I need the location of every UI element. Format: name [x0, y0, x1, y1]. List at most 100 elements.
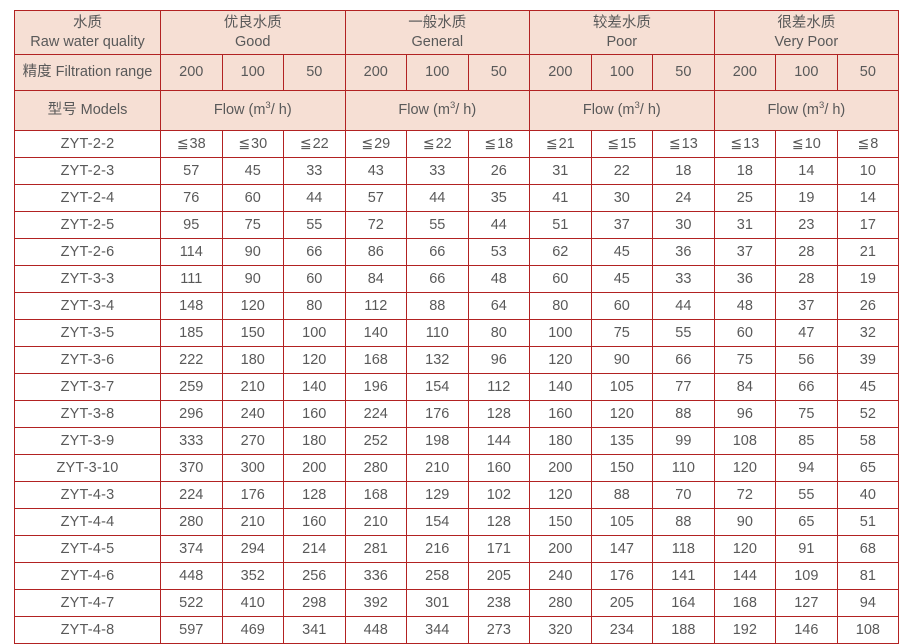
- model-cell: ZYT-4-7: [14, 589, 161, 617]
- flow-value-cell: 51: [529, 211, 592, 239]
- header-cell-flow-good: Flow (m3/ h): [160, 90, 346, 131]
- flow-value-cell: 19: [775, 184, 838, 212]
- flow-value-cell: 88: [652, 508, 715, 536]
- flow-value-cell: 160: [467, 454, 531, 482]
- flow-value-cell: 64: [467, 292, 531, 320]
- flow-value-cell: 522: [160, 589, 223, 617]
- flow-value-cell: 448: [160, 562, 223, 590]
- flow-value-cell: ≦22: [406, 130, 469, 158]
- flow-value-cell: 180: [221, 346, 284, 374]
- models-label-cn: 型号: [47, 102, 77, 119]
- table-row: ZYT-2-6 114 90 66 86 66 53 62 45 36 37 28 21: [14, 238, 900, 266]
- flow-value-cell: ≦8: [836, 130, 900, 158]
- flow-value-cell: 37: [713, 238, 777, 266]
- flow-value-cell: 128: [283, 481, 346, 509]
- flow-value-cell: 66: [652, 346, 715, 374]
- flow-value-cell: 234: [590, 616, 654, 644]
- flow-value-cell: 132: [406, 346, 469, 374]
- flow-value-cell: 33: [652, 265, 715, 293]
- header-cell-quality-very-poor: 很差水质 Very Poor: [713, 10, 900, 55]
- flow-value-cell: 88: [652, 400, 715, 428]
- less-than-equal-icon: ≦: [730, 135, 743, 152]
- flow-value-cell: 58: [836, 427, 900, 455]
- flow-value-cell: 200: [529, 454, 592, 482]
- header-cell-models: 型号 Models: [14, 90, 161, 131]
- flow-value-cell: 112: [467, 373, 531, 401]
- flow-value-cell: 333: [160, 427, 223, 455]
- flow-value-cell: 111: [160, 265, 223, 293]
- quality-poor-label-en: Poor: [606, 33, 638, 50]
- flow-value-cell: 60: [221, 184, 284, 212]
- flow-value-cell: 185: [160, 319, 223, 347]
- flow-value-cell: 240: [529, 562, 592, 590]
- flow-value-cell: 154: [406, 508, 469, 536]
- flow-value-cell: 294: [221, 535, 284, 563]
- flow-value-cell: ≦18: [467, 130, 531, 158]
- flow-value-cell: 35: [467, 184, 531, 212]
- flow-value-cell: 90: [713, 508, 777, 536]
- flow-value-cell: 410: [221, 589, 284, 617]
- table-row: ZYT-3-3 111 90 60 84 66 48 60 45 33 36 28 19: [14, 265, 900, 293]
- flow-value-cell: 320: [529, 616, 592, 644]
- model-cell: ZYT-2-5: [14, 211, 161, 239]
- flow-value-cell: 140: [529, 373, 592, 401]
- flow-value-cell: 597: [160, 616, 223, 644]
- model-cell: ZYT-2-3: [14, 157, 161, 185]
- header-cell-filtration-range: 精度 Filtration range: [14, 54, 161, 91]
- model-cell: ZYT-4-4: [14, 508, 161, 536]
- flow-value-cell: 336: [344, 562, 408, 590]
- table-row: ZYT-3-7 259 210 140 196 154 112 140 105 77 84 66 45: [14, 373, 900, 401]
- flow-value-cell: 55: [283, 211, 346, 239]
- flow-value-cell: 53: [467, 238, 531, 266]
- filtration-range-value: 100: [221, 54, 284, 91]
- flow-value-cell: 60: [283, 265, 346, 293]
- flow-value-cell: 39: [836, 346, 900, 374]
- flow-value-cell: 160: [283, 400, 346, 428]
- flow-value-cell: 84: [713, 373, 777, 401]
- less-than-equal-icon: ≦: [791, 135, 804, 152]
- flow-value-cell: 147: [590, 535, 654, 563]
- model-cell: ZYT-3-10: [14, 454, 161, 482]
- table-row: ZYT-2-2 ≦38 ≦30 ≦22 ≦29 ≦22 ≦18 ≦21 ≦15 ≦13 ≦13 ≦10…: [14, 130, 900, 158]
- flow-value-cell: 148: [160, 292, 223, 320]
- less-than-equal-icon: ≦: [361, 135, 374, 152]
- flow-value-cell: 45: [221, 157, 284, 185]
- less-than-equal-icon: ≦: [176, 135, 189, 152]
- flow-value-cell: ≦21: [529, 130, 592, 158]
- flow-value-cell: 144: [467, 427, 531, 455]
- flow-value-cell: 298: [283, 589, 346, 617]
- flow-value-cell: 56: [775, 346, 838, 374]
- flow-value-cell: 60: [590, 292, 654, 320]
- model-cell: ZYT-3-9: [14, 427, 161, 455]
- flow-value-cell: 448: [344, 616, 408, 644]
- flow-value-cell: 102: [467, 481, 531, 509]
- flow-value-cell: 224: [344, 400, 408, 428]
- flow-value-cell: 66: [406, 265, 469, 293]
- flow-value-cell: 120: [713, 535, 777, 563]
- filtration-range-value: 100: [590, 54, 654, 91]
- header-cell-quality-general: 一般水质 General: [344, 10, 531, 55]
- flow-value-cell: 85: [775, 427, 838, 455]
- table-row: ZYT-3-4 148 120 80 112 88 64 80 60 44 48 37 26: [14, 292, 900, 320]
- flow-value-cell: 96: [713, 400, 777, 428]
- flow-value-cell: 77: [652, 373, 715, 401]
- flow-value-cell: 341: [283, 616, 346, 644]
- flow-value-cell: 210: [406, 454, 469, 482]
- filtration-range-value: 50: [467, 54, 531, 91]
- flow-value-cell: 196: [344, 373, 408, 401]
- flow-value-cell: 45: [590, 238, 654, 266]
- flow-value-cell: 32: [836, 319, 900, 347]
- filtration-range-value: 100: [406, 54, 469, 91]
- header-cell-flow-poor: Flow (m3/ h): [529, 90, 715, 131]
- flow-value-cell: 160: [529, 400, 592, 428]
- flow-value-cell: 280: [160, 508, 223, 536]
- table-row: ZYT-3-8 296 240 160 224 176 128 160 120 88 96 75 52: [14, 400, 900, 428]
- flow-value-cell: 171: [467, 535, 531, 563]
- flow-value-cell: 60: [713, 319, 777, 347]
- flow-value-cell: 180: [283, 427, 346, 455]
- flow-value-cell: 164: [652, 589, 715, 617]
- flow-value-cell: 25: [713, 184, 777, 212]
- flow-value-cell: 84: [344, 265, 408, 293]
- filtration-range-value: 50: [836, 54, 900, 91]
- flow-value-cell: 127: [775, 589, 838, 617]
